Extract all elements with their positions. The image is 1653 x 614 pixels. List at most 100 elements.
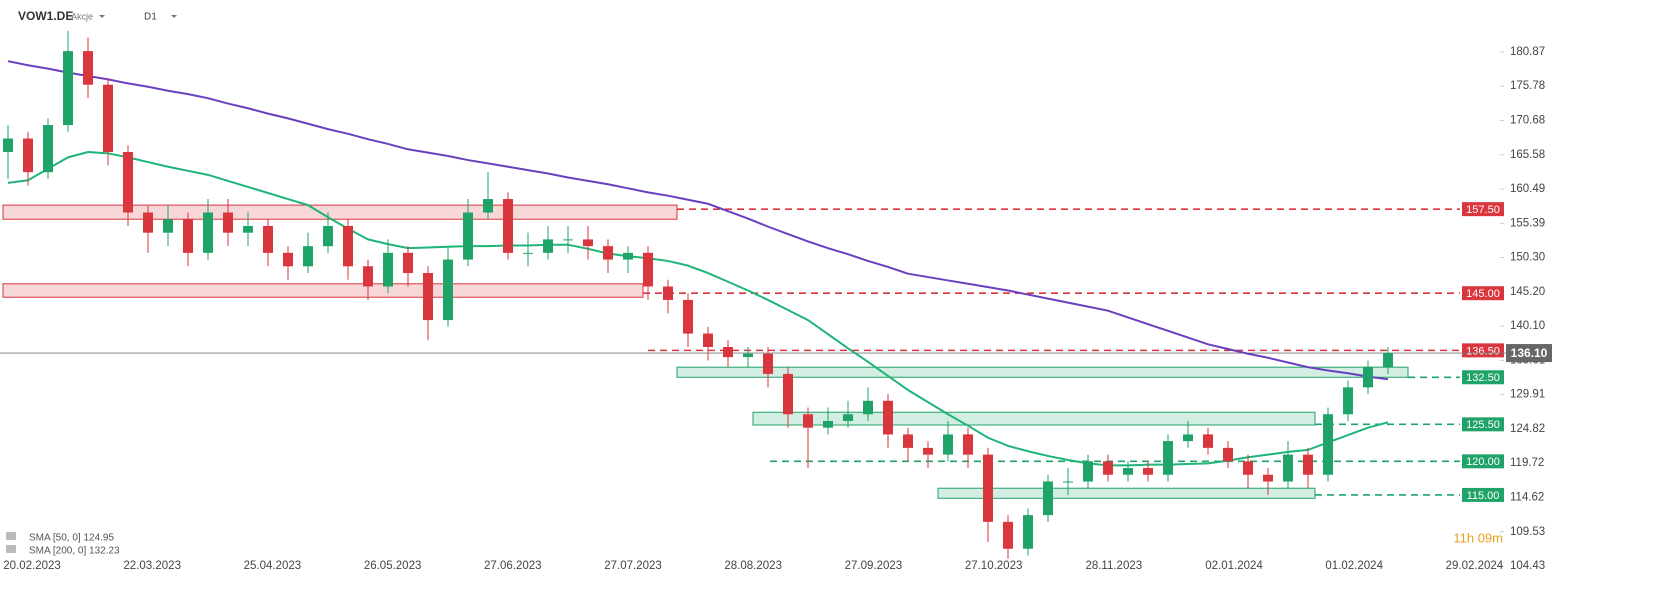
candle-body bbox=[163, 219, 173, 233]
candle-body bbox=[1263, 474, 1273, 482]
candle-body bbox=[923, 447, 933, 455]
candle-body bbox=[63, 51, 73, 126]
candle-body bbox=[1343, 387, 1353, 415]
candle-body bbox=[263, 225, 273, 253]
candle-body bbox=[23, 138, 33, 173]
candle-body bbox=[43, 125, 53, 173]
candle-body bbox=[903, 434, 913, 448]
candle-body bbox=[1123, 468, 1133, 475]
x-tick-label: 28.08.2023 bbox=[724, 560, 782, 572]
candle-body bbox=[223, 212, 233, 233]
candle-body bbox=[723, 347, 733, 358]
zone bbox=[937, 487, 1316, 499]
level-label-bg bbox=[1462, 343, 1504, 358]
dropdown-arrow[interactable] bbox=[99, 15, 105, 18]
level-label: 125.50 bbox=[1466, 419, 1500, 431]
x-tick-label: 27.07.2023 bbox=[604, 560, 662, 572]
legend-icon[interactable] bbox=[6, 545, 16, 553]
candle-body bbox=[503, 199, 513, 253]
candle-body bbox=[103, 84, 113, 152]
level-label-bg bbox=[1462, 202, 1504, 217]
y-tick-label: 124.82 bbox=[1510, 423, 1545, 435]
candle-body bbox=[643, 252, 653, 287]
candle-body bbox=[1143, 468, 1153, 475]
candle-body bbox=[1043, 481, 1053, 516]
candle-body bbox=[203, 212, 213, 253]
candle-body bbox=[543, 239, 553, 253]
candle-body bbox=[383, 252, 393, 287]
candle-body bbox=[963, 434, 973, 455]
x-tick-label: 02.01.2024 bbox=[1205, 560, 1263, 572]
candle-body bbox=[463, 212, 473, 260]
candle-body bbox=[983, 454, 993, 522]
candle-body bbox=[563, 239, 573, 241]
y-tick-label: 129.91 bbox=[1510, 389, 1545, 401]
level-label: 115.00 bbox=[1467, 490, 1500, 502]
x-tick-label: 27.06.2023 bbox=[484, 560, 542, 572]
symbol[interactable]: VOW1.DE bbox=[18, 9, 73, 23]
candle-body bbox=[3, 138, 13, 152]
y-tick-label: 175.78 bbox=[1510, 80, 1545, 92]
current-price-bg bbox=[1506, 344, 1552, 363]
level-label: 120.00 bbox=[1466, 456, 1500, 468]
candle-body bbox=[323, 225, 333, 247]
candle-body bbox=[1183, 434, 1193, 442]
candle-body bbox=[1283, 454, 1293, 482]
candle-body bbox=[763, 353, 773, 374]
candle-body bbox=[1063, 481, 1073, 483]
candle-body bbox=[183, 219, 193, 253]
y-tick-label: 180.87 bbox=[1510, 46, 1545, 58]
candle-body bbox=[663, 286, 673, 300]
y-tick-label: 150.30 bbox=[1510, 252, 1545, 264]
candle-body bbox=[883, 400, 893, 435]
legend-icon[interactable] bbox=[6, 532, 16, 540]
y-tick-label: 170.68 bbox=[1510, 115, 1545, 127]
y-tick-label: 114.62 bbox=[1510, 492, 1544, 504]
candle-body bbox=[1103, 461, 1113, 475]
candle-body bbox=[443, 259, 453, 321]
level-label-bg bbox=[1462, 417, 1504, 432]
candle-body bbox=[363, 266, 373, 287]
candle-body bbox=[1323, 414, 1333, 475]
y-tick-label: 155.39 bbox=[1510, 217, 1545, 229]
candle-body bbox=[823, 420, 833, 428]
y-tick-label: 160.49 bbox=[1510, 183, 1545, 195]
candle-body bbox=[683, 299, 693, 334]
candle-body bbox=[703, 333, 713, 348]
interval[interactable]: D1 bbox=[144, 12, 157, 23]
level-label: 136.50 bbox=[1466, 345, 1500, 357]
zone bbox=[2, 283, 644, 298]
y-tick-label: 165.58 bbox=[1510, 149, 1545, 161]
countdown: 11h 09m bbox=[1453, 530, 1503, 545]
x-tick-label: 27.09.2023 bbox=[845, 560, 903, 572]
x-tick-label: 27.10.2023 bbox=[965, 560, 1023, 572]
level-label-bg bbox=[1462, 454, 1504, 469]
level-label: 132.50 bbox=[1466, 372, 1500, 384]
candle-body bbox=[123, 151, 133, 213]
level-label: 145.00 bbox=[1466, 288, 1500, 300]
y-tick-label: 119.72 bbox=[1510, 457, 1544, 469]
candle-body bbox=[523, 252, 533, 254]
x-tick-label: 22.03.2023 bbox=[123, 560, 181, 572]
candle-body bbox=[803, 414, 813, 428]
y-tick-label: 104.43 bbox=[1510, 560, 1545, 572]
candle-body bbox=[423, 273, 433, 321]
candle-body bbox=[1003, 521, 1013, 549]
x-tick-label: 29.02.2024 bbox=[1446, 560, 1504, 572]
candle-body bbox=[143, 212, 153, 233]
sma-line bbox=[7, 150, 1389, 467]
y-tick-label: 145.20 bbox=[1510, 286, 1545, 298]
candle-body bbox=[1383, 353, 1393, 368]
candle-body bbox=[283, 252, 293, 267]
candle-body bbox=[623, 252, 633, 260]
candle-body bbox=[303, 246, 313, 267]
candle-body bbox=[1303, 454, 1313, 475]
x-tick-label: 01.02.2024 bbox=[1325, 560, 1383, 572]
dropdown-arrow[interactable] bbox=[171, 15, 177, 18]
zone bbox=[752, 411, 1316, 426]
x-tick-label: 28.11.2023 bbox=[1085, 560, 1142, 572]
y-tick-label: 140.10 bbox=[1510, 320, 1545, 332]
candle-body bbox=[483, 199, 493, 213]
candle-body bbox=[1243, 461, 1253, 475]
